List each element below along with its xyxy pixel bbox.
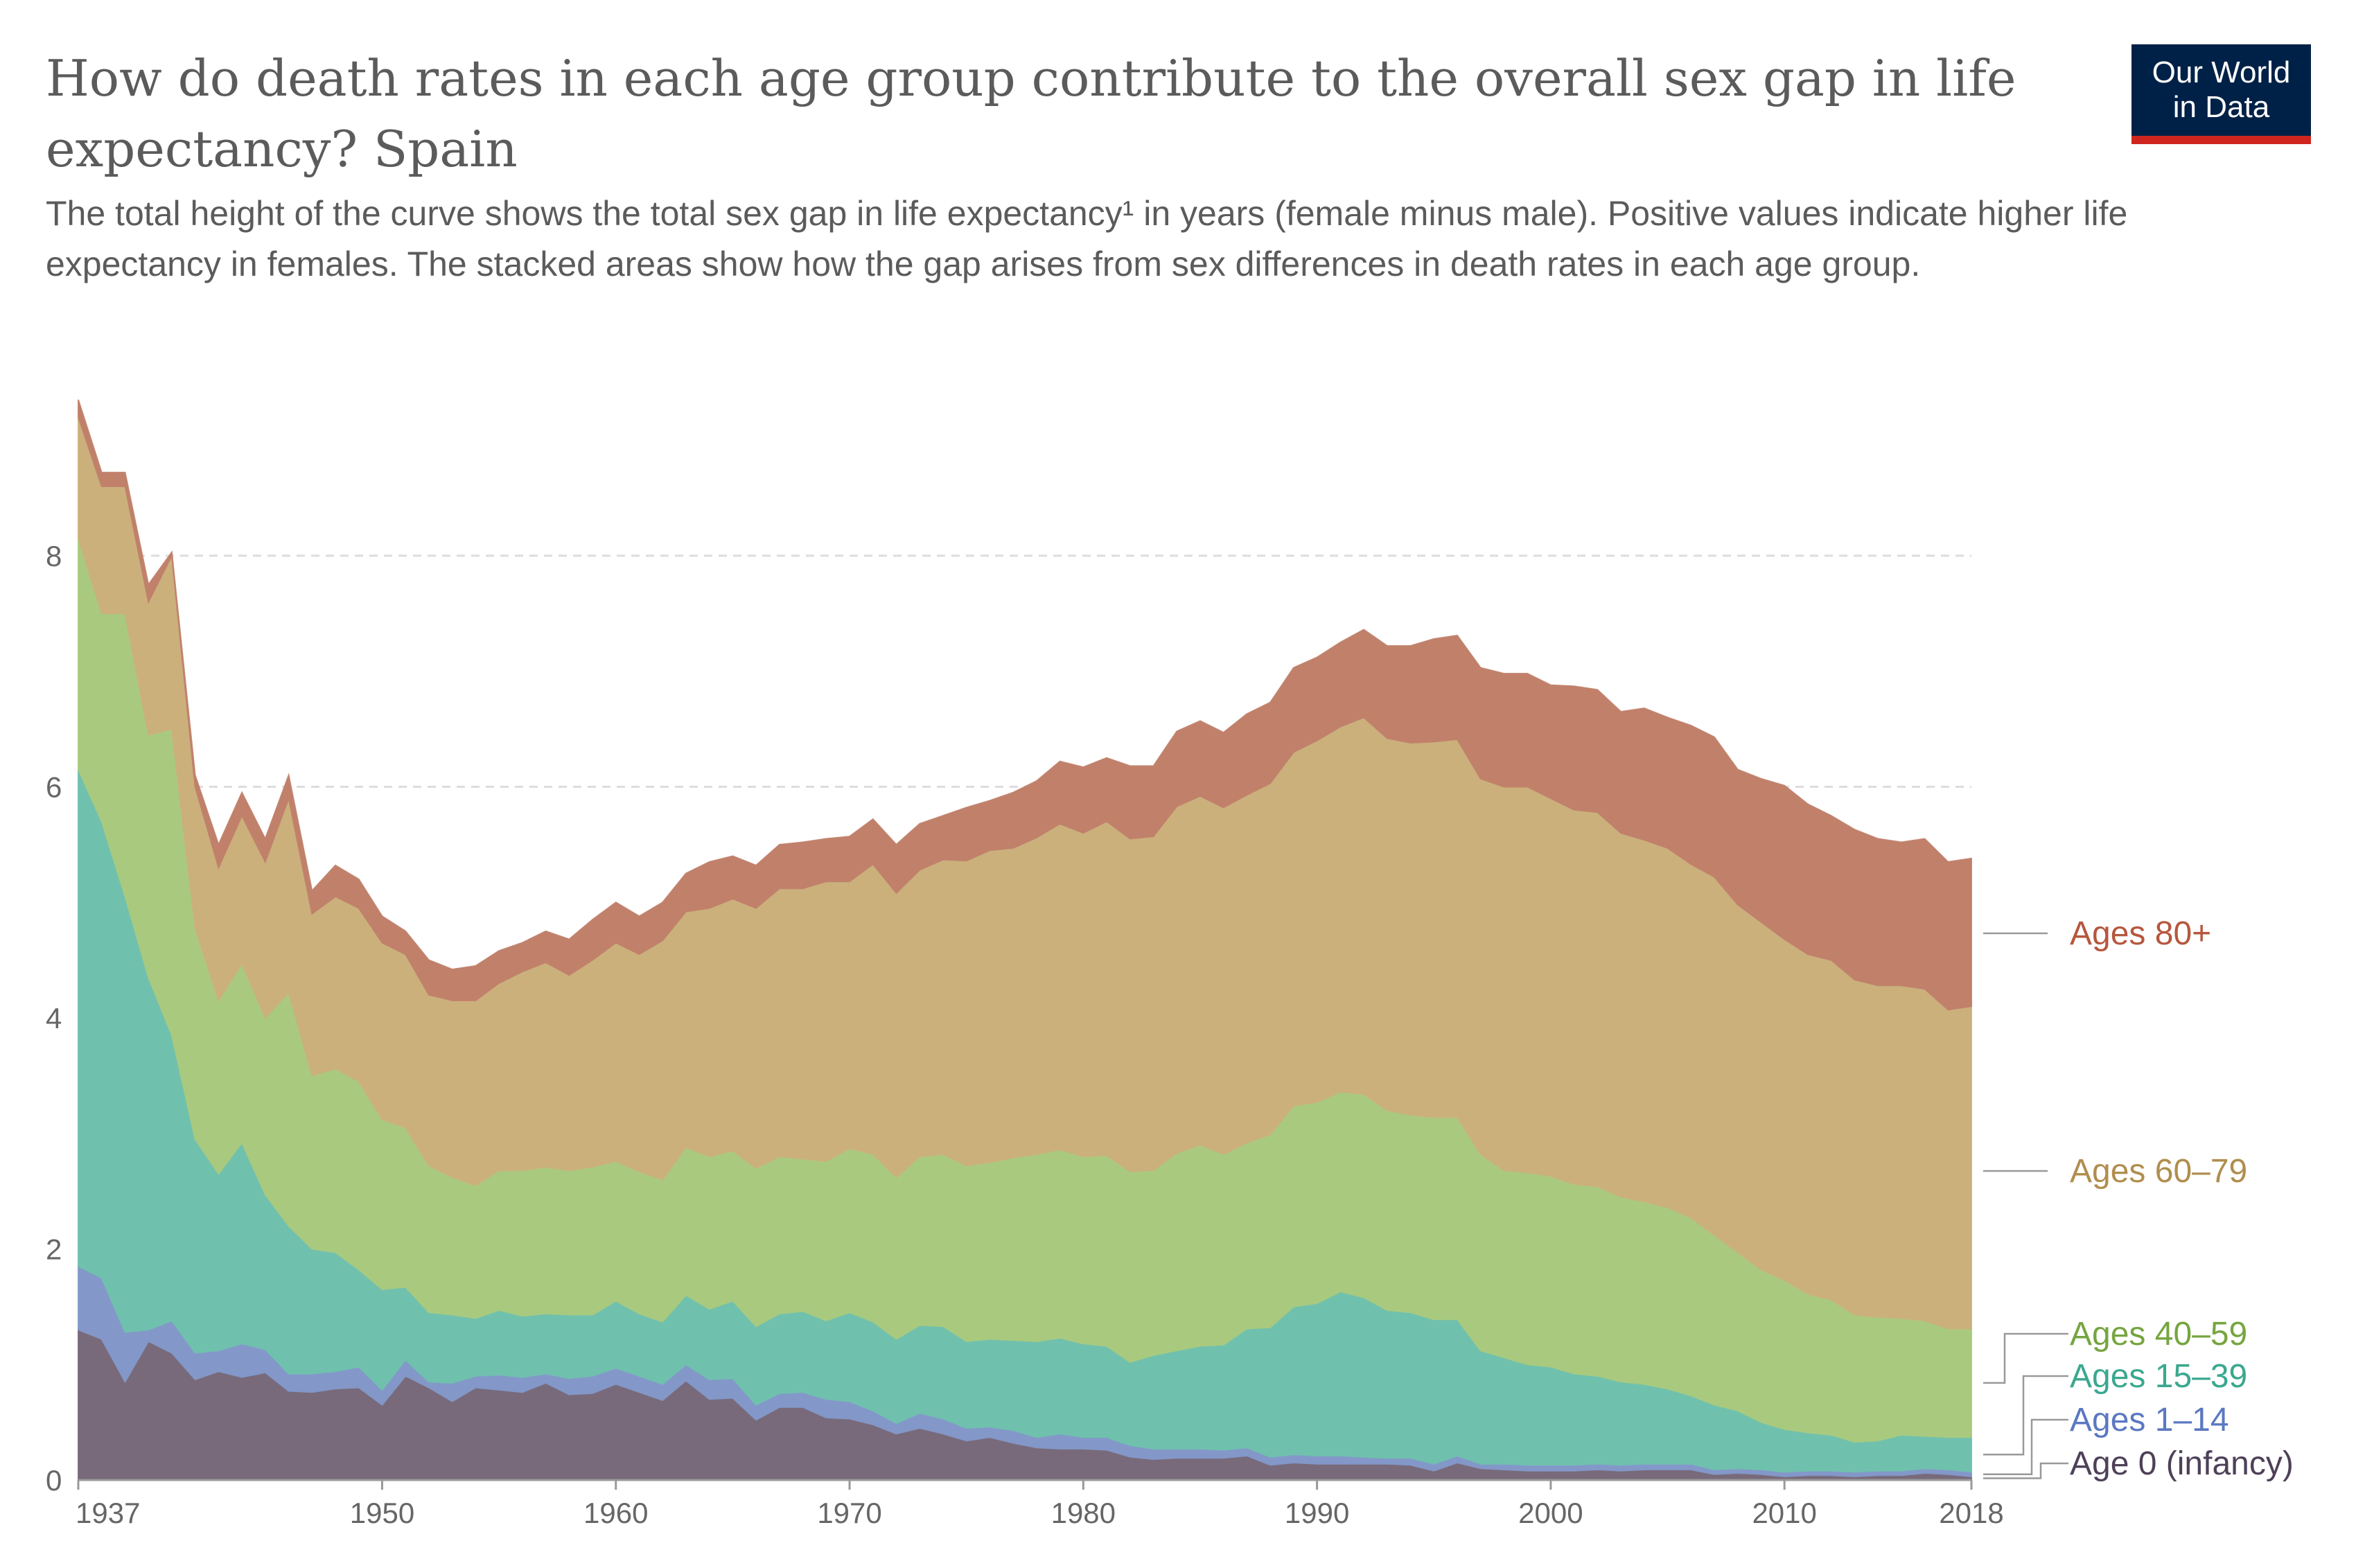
x-tick-label: 1960 [583, 1497, 648, 1529]
x-tick-label: 1980 [1051, 1497, 1116, 1529]
series-label[interactable]: Age 0 (infancy) [2070, 1445, 2294, 1482]
logo-line-2: in Data [2172, 90, 2270, 124]
owid-logo[interactable]: Our World in Data [2131, 44, 2311, 144]
label-leader-line [1983, 1418, 2068, 1475]
series-labels: Age 0 (infancy) Ages 1–14 Ages 15–39 Ages 4… [1983, 915, 2294, 1482]
y-tick-label: 4 [46, 1002, 62, 1034]
y-tick-label: 8 [46, 540, 62, 572]
series-label[interactable]: Ages 1–14 [2070, 1402, 2229, 1438]
label-leader-line [1983, 1375, 2068, 1456]
x-axis: 1937 1950 1960 1970 1980 1990 2000 2010 2018 [76, 1479, 2004, 1529]
y-tick-label: 2 [46, 1233, 62, 1266]
series-label[interactable]: Ages 40–59 [2070, 1316, 2247, 1353]
series-label[interactable]: Ages 60–79 [2070, 1153, 2247, 1190]
series-label[interactable]: Ages 15–39 [2070, 1358, 2247, 1395]
x-tick-label: 1937 [76, 1497, 140, 1529]
x-tick-label: 2010 [1752, 1497, 1816, 1529]
chart-subtitle: The total height of the curve shows the … [46, 194, 2128, 283]
y-tick-label: 0 [46, 1464, 62, 1497]
label-leader-line [1983, 1332, 2068, 1384]
x-tick-label: 2000 [1518, 1497, 1583, 1529]
area-ages-80-[interactable] [78, 399, 1972, 1011]
areas [78, 399, 1972, 1481]
x-tick-label: 2018 [1939, 1497, 2003, 1529]
x-tick-label: 1970 [817, 1497, 881, 1529]
logo-line-1: Our World [2152, 55, 2291, 89]
label-leader-line [1983, 1462, 2068, 1479]
x-tick-label: 1990 [1285, 1497, 1349, 1529]
series-label[interactable]: Ages 80+ [2070, 915, 2211, 952]
y-tick-label: 6 [46, 771, 62, 804]
chart-title: How do death rates in each age group con… [46, 49, 2016, 178]
y-axis: 0 2 4 6 8 [46, 540, 62, 1497]
x-tick-label: 1950 [350, 1497, 414, 1529]
